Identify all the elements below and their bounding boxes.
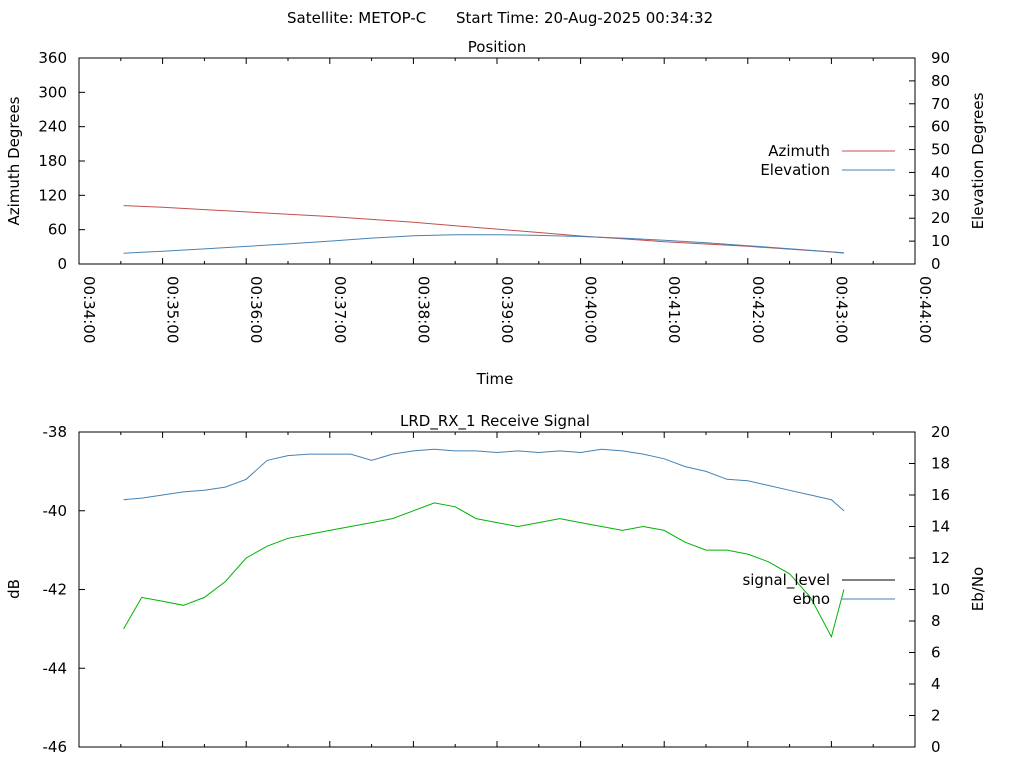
y-tick-label: 60 [48, 221, 67, 239]
azimuth-axis-label: Azimuth Degrees [5, 96, 23, 225]
y2-tick-label: 80 [931, 72, 950, 90]
receive-signal-y2-ticks: 0 2 4 6 8 10 12 14 16 18 20 [909, 423, 950, 756]
position-chart: Position 00:34:00 00:35:00 00:36:00 00:37:0… [5, 38, 987, 388]
y2-tick-label: 10 [931, 581, 950, 599]
x-tick-label: 00:41:00 [665, 276, 683, 343]
y2-tick-label: 18 [931, 455, 950, 473]
time-axis-label: Time [476, 370, 514, 388]
y2-tick-label: 60 [931, 118, 950, 136]
y-tick-label: 360 [38, 49, 67, 67]
series-Elevation-line [123, 234, 844, 254]
db-axis-label: dB [5, 579, 23, 599]
start-time-label: Start Time: 20-Aug-2025 00:34:32 [456, 9, 713, 27]
y2-tick-label: 0 [931, 738, 941, 756]
y2-tick-label: 10 [931, 232, 950, 250]
y2-tick-label: 2 [931, 707, 941, 725]
legend-signal-level-label: signal_level [742, 571, 830, 590]
y2-tick-label: 0 [931, 255, 941, 273]
y2-tick-label: 20 [931, 209, 950, 227]
x-tick-label: 00:34:00 [80, 276, 98, 343]
series-ebno-line [123, 448, 845, 512]
y2-tick-label: 4 [931, 675, 941, 693]
position-legend: Azimuth Elevation [760, 142, 895, 179]
series-signal-level-line [123, 502, 845, 639]
x-tick-label: 00:43:00 [832, 276, 850, 343]
series-Azimuth-line [123, 205, 844, 254]
y2-tick-label: 8 [931, 612, 941, 630]
receive-signal-chart: LRD_RX_1 Receive Signal -46-44-42-40-38 … [5, 412, 987, 756]
receive-signal-x-ticks [78, 432, 916, 747]
y-tick-label: 120 [38, 186, 67, 204]
y2-tick-label: 6 [931, 644, 941, 662]
receive-signal-legend: signal_level ebno [742, 571, 895, 608]
x-tick-label: 00:38:00 [414, 276, 432, 343]
satellite-label: Satellite: METOP-C [287, 9, 426, 27]
y2-tick-label: 30 [931, 186, 950, 204]
y-tick-label: -38 [43, 423, 68, 441]
y-tick-label: 240 [38, 118, 67, 136]
y-tick-label: -46 [43, 738, 68, 756]
y2-tick-label: 16 [931, 486, 950, 504]
y-tick-label: -40 [43, 502, 68, 520]
position-y-ticks: 0 60 120 180 240 300 360 [38, 49, 85, 273]
x-tick-label: 00:36:00 [247, 276, 265, 343]
y2-tick-label: 12 [931, 549, 950, 567]
y2-tick-label: 20 [931, 423, 950, 441]
y2-tick-label: 14 [931, 518, 950, 536]
y2-tick-label: 90 [931, 49, 950, 67]
y2-tick-label: 50 [931, 141, 950, 159]
legend-elevation-label: Elevation [760, 161, 830, 179]
elevation-axis-label: Elevation Degrees [969, 92, 987, 229]
y2-tick-label: 40 [931, 163, 950, 181]
y-tick-label: -44 [43, 659, 68, 677]
position-x-ticks [78, 58, 916, 264]
position-y2-ticks: 0 10 20 30 40 50 60 70 80 90 [909, 49, 950, 273]
position-x-tick-labels: 00:34:00 00:35:00 00:36:00 00:37:00 00:38:00… [80, 276, 934, 343]
y2-tick-label: 70 [931, 95, 950, 113]
legend-azimuth-label: Azimuth [768, 142, 830, 160]
y-tick-label: 0 [57, 255, 67, 273]
receive-signal-title: LRD_RX_1 Receive Signal [400, 412, 590, 431]
y-tick-label: -42 [43, 581, 68, 599]
x-tick-label: 00:37:00 [331, 276, 349, 343]
ebno-axis-label: Eb/No [969, 567, 987, 611]
x-tick-label: 00:44:00 [916, 276, 934, 343]
x-tick-label: 00:42:00 [749, 276, 767, 343]
y-tick-label: 300 [38, 83, 67, 101]
x-tick-label: 00:35:00 [164, 276, 182, 343]
position-series [123, 205, 844, 254]
receive-signal-y-ticks: -46 -44 -42 -40 -38 [43, 423, 85, 756]
legend-ebno-label: ebno [793, 590, 830, 608]
x-tick-label: 00:39:00 [498, 276, 516, 343]
y-tick-label: 180 [38, 152, 67, 170]
x-tick-label: 00:40:00 [582, 276, 600, 343]
position-chart-title: Position [468, 38, 526, 56]
receive-signal-series [123, 448, 845, 639]
